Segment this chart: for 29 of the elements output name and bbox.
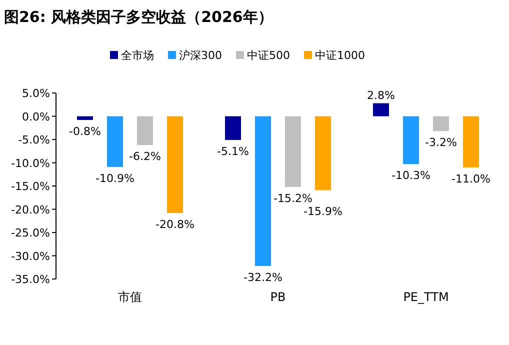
data-label: -0.8% [69,124,101,138]
y-tick-label: 0.0% [22,110,50,124]
data-label: -11.0% [452,172,490,186]
legend-label: 中证500 [247,49,290,62]
y-tick-label: -30.0% [11,250,50,263]
data-label: -6.2% [129,150,161,164]
legend-label: 中证1000 [315,49,365,62]
y-tick-label: -35.0% [11,273,50,286]
data-label: 2.8% [367,89,395,102]
y-tick-label: -25.0% [11,226,50,240]
y-tick-label: -15.0% [11,180,50,193]
legend-label: 沪深300 [179,49,222,62]
x-tick-label: 市值 [118,290,142,304]
x-tick-label: PB [270,290,286,304]
chart-title: 图26: 风格类因子多空收益（2026年） [4,8,273,26]
data-label: -10.3% [392,169,430,182]
y-tick-label: -5.0% [18,134,50,146]
y-tick-label: -20.0% [11,203,50,216]
data-label: -15.2% [274,192,312,205]
y-tick-label: 5.0% [22,87,50,100]
x-tick-label: PE_TTM [403,290,449,304]
data-label: -32.2% [244,270,282,284]
data-label: -20.8% [156,218,194,231]
legend-label: 全市场 [121,49,154,62]
data-label: -10.9% [96,172,134,185]
data-label: -5.1% [217,144,249,158]
data-label: -15.9% [304,205,342,218]
y-tick-label: -10.0% [11,156,50,170]
data-label: -3.2% [425,136,457,150]
